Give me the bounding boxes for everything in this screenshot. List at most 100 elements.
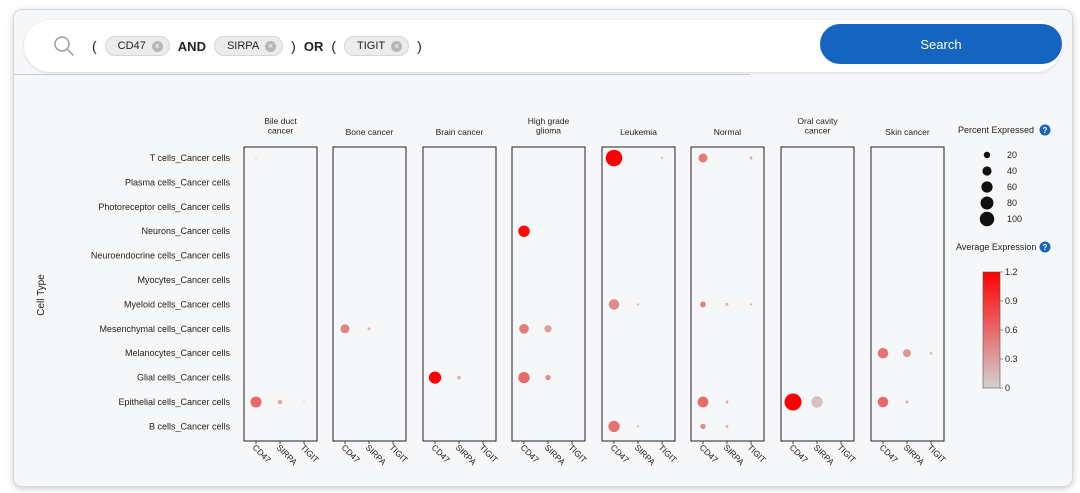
- dot-point: [700, 301, 706, 308]
- chip-remove-icon[interactable]: ×: [151, 40, 163, 52]
- chip-remove-icon[interactable]: ×: [265, 40, 277, 52]
- help-icon: ?: [1043, 243, 1048, 252]
- row-label: T cells_Cancer cells: [150, 153, 231, 163]
- gene-label: CD47: [519, 442, 542, 465]
- dot-point: [608, 299, 620, 310]
- dot-point: [698, 153, 708, 163]
- divider: [14, 74, 750, 75]
- size-legend-label: 100: [1007, 214, 1022, 224]
- dot-point: [608, 420, 620, 433]
- gene-label: CD47: [430, 442, 453, 465]
- row-label: Glial cells_Cancer cells: [137, 373, 231, 383]
- gene-chip-cd47[interactable]: CD47 ×: [104, 36, 170, 56]
- panel-title: glioma: [536, 126, 561, 136]
- gene-label: CD47: [609, 442, 632, 465]
- dot-point: [636, 425, 640, 428]
- gene-label: SIRPA: [543, 442, 568, 467]
- panel-frame: [690, 146, 765, 442]
- panel-title: Brain cancer: [436, 127, 484, 137]
- row-label: Epithelial cells_Cancer cells: [118, 397, 230, 407]
- dot-point: [725, 302, 729, 306]
- color-legend-label: 1.2: [1005, 267, 1018, 277]
- dot-point: [660, 156, 664, 160]
- dot-point: [250, 396, 262, 408]
- paren-close: ): [291, 38, 296, 54]
- row-label: Myocytes_Cancer cells: [137, 275, 230, 285]
- panel-frame: [601, 146, 676, 442]
- color-legend-label: 0.9: [1005, 296, 1018, 306]
- dot-point: [428, 371, 442, 384]
- paren-open: (: [331, 38, 337, 54]
- color-legend-title: Average Expression: [956, 242, 1036, 252]
- row-label: Photoreceptor cells_Cancer cells: [98, 202, 230, 212]
- paren-open: (: [92, 38, 97, 54]
- dot-point: [725, 424, 729, 428]
- gene-label: TIGIT: [567, 442, 589, 464]
- row-label: Plasma cells_Cancer cells: [125, 177, 231, 187]
- size-legend-dot: [979, 211, 995, 227]
- color-legend-label: 0.3: [1005, 354, 1018, 364]
- gene-label: SIRPA: [454, 442, 479, 467]
- help-icon: ?: [1043, 126, 1048, 135]
- panel-frame: [422, 146, 497, 442]
- dot-point: [255, 157, 257, 159]
- gene-label: TIGIT: [299, 442, 321, 464]
- gene-chip-sirpa[interactable]: SIRPA ×: [213, 36, 284, 56]
- gene-label: SIRPA: [364, 442, 389, 467]
- help-icon: [1039, 124, 1051, 136]
- dot-point: [877, 347, 889, 359]
- gene-label: TIGIT: [746, 442, 768, 464]
- panel-frame: [332, 146, 407, 442]
- app-frame: ( CD47 × AND SIRPA × ) OR ( TIGIT × ) Se…: [14, 10, 1072, 486]
- size-legend-label: 20: [1007, 150, 1017, 160]
- gene-label: TIGIT: [926, 442, 948, 464]
- dot-point: [929, 351, 933, 355]
- chip-remove-icon[interactable]: ×: [391, 40, 403, 52]
- color-legend-label: 0: [1005, 383, 1010, 393]
- dot-point: [905, 400, 909, 404]
- query-expression[interactable]: ( CD47 × AND SIRPA × ) OR ( TIGIT × ): [92, 20, 422, 72]
- gene-label: SIRPA: [812, 442, 837, 467]
- dot-point: [518, 371, 530, 384]
- panel-frame: [511, 146, 586, 442]
- size-legend-dot: [980, 196, 994, 210]
- row-label: Neurons_Cancer cells: [141, 226, 230, 236]
- panel-frame: [870, 146, 945, 442]
- gene-label: CD47: [878, 442, 901, 465]
- size-legend-dot: [983, 151, 991, 159]
- chip-label: CD47: [117, 40, 146, 52]
- dot-point: [277, 399, 283, 405]
- dot-point: [700, 423, 706, 430]
- gene-label: TIGIT: [836, 442, 858, 464]
- gene-label: CD47: [340, 442, 363, 465]
- size-legend-label: 60: [1007, 182, 1017, 192]
- dot-point: [367, 327, 371, 331]
- dot-point: [303, 401, 305, 403]
- dot-point: [697, 396, 709, 408]
- size-legend-title: Percent Expressed: [958, 125, 1034, 135]
- search-bar[interactable]: ( CD47 × AND SIRPA × ) OR ( TIGIT × ) Se…: [24, 20, 1062, 72]
- search-button[interactable]: Search: [820, 24, 1062, 64]
- size-legend-dot: [981, 181, 993, 193]
- gene-label: SIRPA: [275, 442, 300, 467]
- color-legend-bar: [982, 271, 1001, 389]
- gene-label: TIGIT: [388, 442, 410, 464]
- paren-close: ): [417, 38, 422, 54]
- panel-title: Bile duct: [264, 116, 297, 126]
- dot-point: [605, 149, 623, 167]
- dot-point: [340, 324, 350, 334]
- row-label: Myeloid cells_Cancer cells: [124, 299, 231, 309]
- size-legend-label: 80: [1007, 198, 1017, 208]
- dot-point: [877, 396, 889, 408]
- panel-title: cancer: [805, 126, 831, 136]
- panel-title: High grade: [528, 116, 570, 126]
- panel-title: Skin cancer: [885, 127, 930, 137]
- color-legend-label: 0.6: [1005, 325, 1018, 335]
- panel-frame: [780, 146, 855, 442]
- chip-label: TIGIT: [357, 40, 386, 52]
- row-label: Mesenchymal cells_Cancer cells: [99, 324, 230, 334]
- panel-title: Bone cancer: [346, 127, 394, 137]
- gene-chip-tigit[interactable]: TIGIT ×: [344, 36, 410, 56]
- gene-label: SIRPA: [633, 442, 658, 467]
- size-legend-dot: [982, 166, 992, 176]
